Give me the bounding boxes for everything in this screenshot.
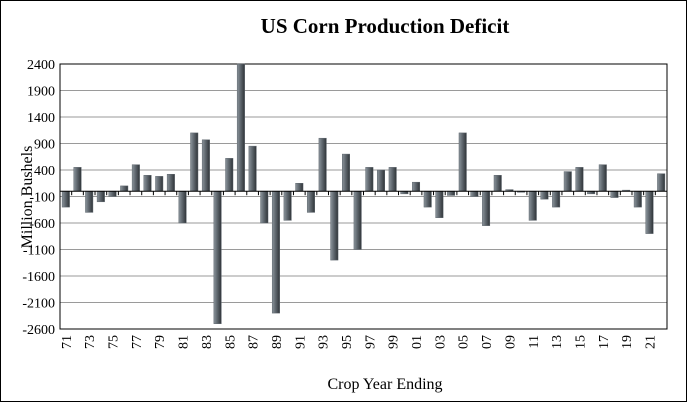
bar (598, 164, 607, 192)
y-tick-label: -600 (29, 217, 55, 232)
bar (225, 158, 234, 192)
y-tick-label: 1400 (27, 111, 55, 126)
y-tick-label: 400 (34, 164, 55, 179)
x-tick-label: 15 (573, 335, 588, 349)
x-tick-label: 13 (550, 335, 565, 349)
bar (248, 145, 257, 192)
x-tick-label: 91 (293, 335, 308, 349)
bar (330, 190, 339, 261)
bar (260, 190, 269, 224)
x-tick-label: 17 (597, 335, 612, 349)
x-tick-label: 09 (503, 335, 518, 349)
x-tick-label: 79 (153, 335, 168, 349)
bar (61, 190, 70, 208)
y-tick-label: 2400 (27, 58, 55, 73)
y-tick-label: -1100 (23, 244, 55, 259)
bar (610, 190, 619, 198)
bar (190, 132, 199, 192)
bar (166, 173, 175, 192)
x-tick-label: 95 (340, 335, 355, 349)
x-tick-label: 19 (620, 335, 635, 349)
bar (563, 171, 572, 192)
bar (528, 190, 537, 221)
x-tick-label: 21 (643, 335, 658, 349)
x-tick-label: 89 (270, 335, 285, 349)
x-tick-label: 81 (177, 335, 192, 349)
x-axis-label: Crop Year Ending (327, 376, 442, 393)
bar (131, 164, 140, 192)
bar (96, 190, 105, 203)
x-tick-label: 07 (480, 335, 495, 349)
bar (108, 190, 117, 197)
x-tick-label: 73 (83, 335, 98, 349)
bar (143, 175, 152, 192)
y-tick-label: -1600 (22, 270, 55, 285)
bar (388, 167, 397, 192)
bar (575, 167, 584, 192)
bar (377, 169, 385, 192)
bar (342, 153, 350, 192)
bar (201, 139, 210, 192)
plot-border (59, 63, 668, 330)
bar (552, 190, 561, 208)
bar (295, 183, 304, 192)
bar (178, 190, 187, 224)
x-tick-label: 05 (457, 335, 472, 349)
bar (470, 190, 479, 197)
bar (412, 181, 421, 192)
x-tick-label: 01 (410, 335, 425, 349)
bar (271, 190, 280, 314)
bar (435, 190, 444, 218)
bar (657, 173, 666, 192)
bar (423, 190, 432, 208)
x-tick-label: 99 (387, 335, 402, 349)
bar (365, 167, 374, 192)
x-tick-label: 85 (223, 335, 238, 349)
y-tick-label: -100 (29, 191, 55, 206)
bar (540, 190, 549, 200)
bar (85, 190, 94, 213)
bar (283, 190, 292, 221)
x-tick-label: 71 (60, 335, 75, 349)
bar (318, 137, 327, 192)
chart-title: US Corn Production Deficit (261, 14, 510, 38)
x-tick-label: 11 (527, 335, 542, 348)
y-axis-label: Million Bushels (19, 146, 36, 249)
bar (155, 176, 164, 192)
x-tick-label: 83 (200, 335, 215, 349)
bar (633, 190, 642, 208)
y-tick-label: -2100 (22, 297, 55, 312)
bar (482, 190, 491, 226)
x-tick-label: 87 (247, 335, 262, 349)
bar (447, 190, 456, 196)
y-tick-label: 1900 (27, 85, 55, 100)
x-tick-label: 03 (433, 335, 448, 349)
y-tick-label: -2600 (22, 323, 55, 338)
bar (353, 190, 362, 250)
bar (213, 190, 222, 324)
bar (73, 167, 82, 192)
bar (493, 175, 502, 192)
y-tick-label: 900 (34, 138, 55, 153)
bar (120, 185, 129, 192)
x-tick-label: 77 (130, 335, 145, 349)
bar (458, 132, 467, 192)
x-tick-label: 75 (107, 335, 122, 349)
x-tick-label: 93 (317, 335, 332, 349)
x-tick-label: 97 (363, 335, 378, 349)
bar (306, 190, 315, 213)
bar (236, 63, 245, 192)
bar (645, 190, 654, 234)
